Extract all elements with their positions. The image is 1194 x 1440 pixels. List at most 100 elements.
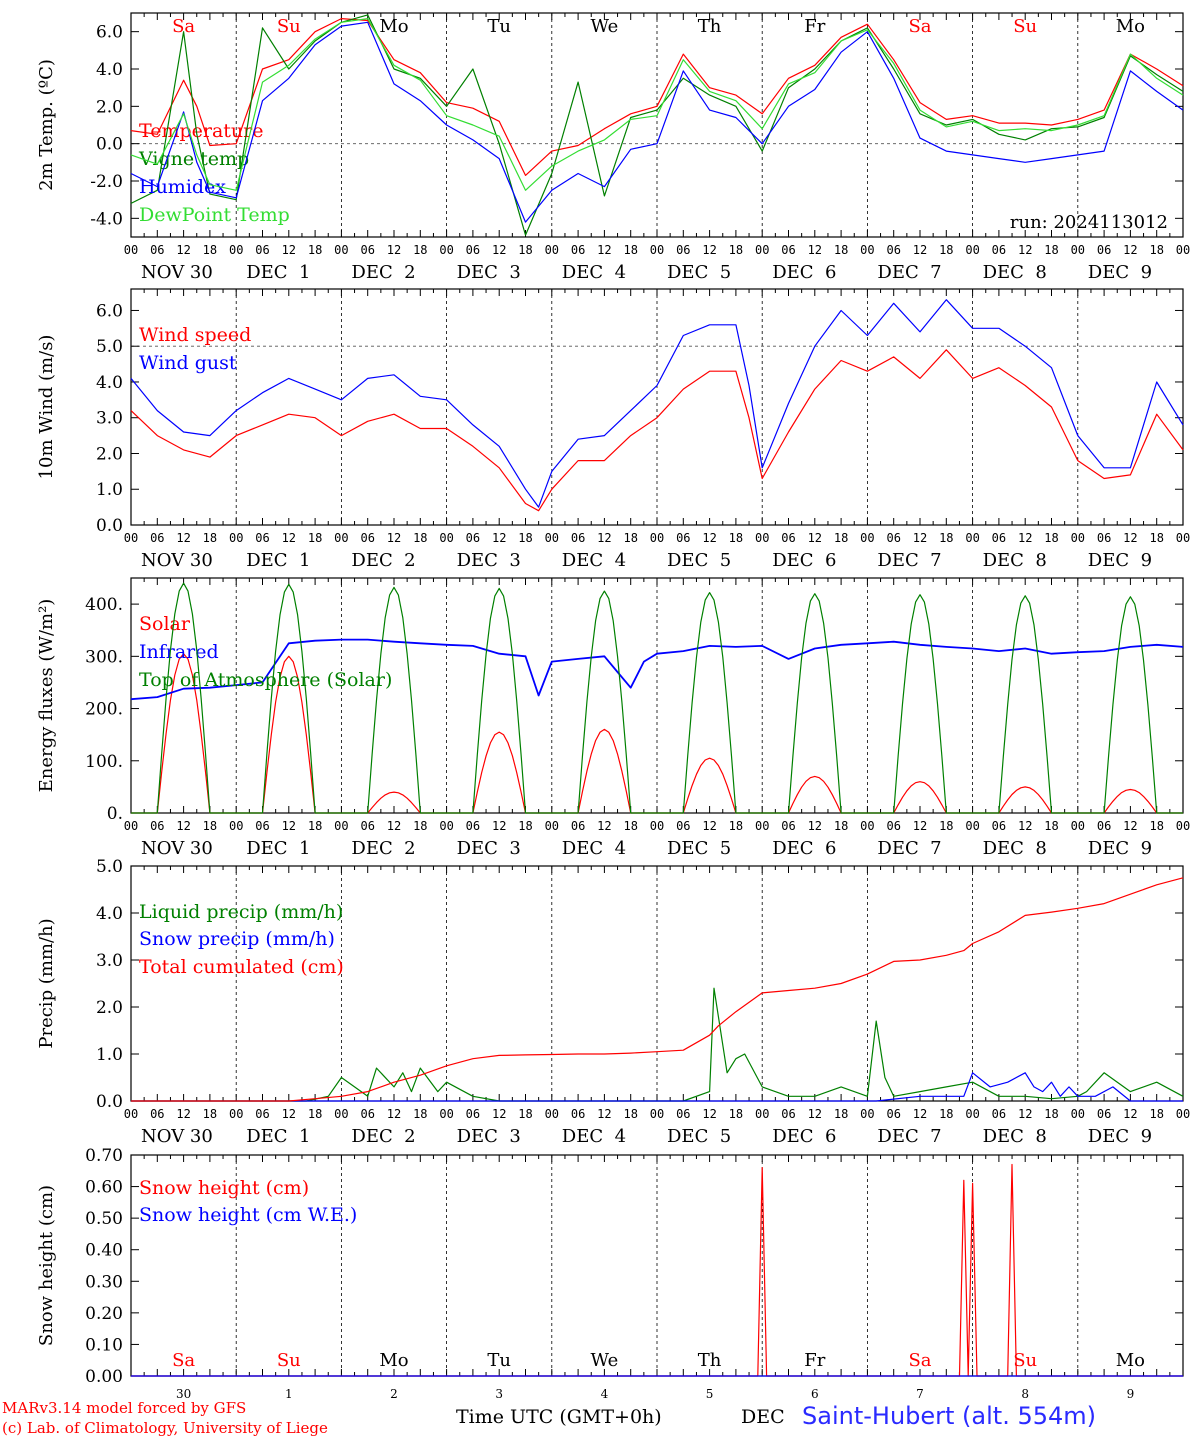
hour-tick-label: 12 [176,819,190,833]
hour-tick-label: 18 [518,819,532,833]
hour-tick-label: 00 [1176,531,1190,545]
hour-tick-label: 18 [834,243,848,257]
hour-tick-label: 00 [1176,1107,1190,1121]
hour-tick-label: 12 [913,531,927,545]
hour-tick-label: 06 [466,819,480,833]
hour-tick-label: 06 [255,243,269,257]
hour-tick-label: 12 [492,243,506,257]
day-name: Su [277,16,301,37]
hour-tick-label: 18 [518,243,532,257]
date-label: NOV 30 [141,838,213,859]
hour-tick-label: 06 [886,1107,900,1121]
day-name: Sa [172,1350,195,1371]
hour-tick-label: 06 [781,1107,795,1121]
date-label: DEC 2 [351,1126,415,1147]
hour-tick-label: 12 [1018,819,1032,833]
hour-tick-label: 06 [992,531,1006,545]
hour-tick-label: 12 [387,1107,401,1121]
hour-tick-label: 12 [282,1107,296,1121]
y-tick-label: 0.20 [85,1304,123,1324]
hour-tick-label: 06 [1097,1107,1111,1121]
hour-tick-label: 18 [413,1107,427,1121]
day-name: Sa [172,16,195,37]
hour-tick-label: 06 [466,1107,480,1121]
hour-tick-label: 18 [1149,1107,1163,1121]
day-name: Mo [379,1350,408,1371]
hour-tick-label: 00 [1071,531,1085,545]
legend-entry: Temperature [139,120,263,142]
y-tick-label: 0.30 [85,1272,123,1292]
legend-entry: Snow precip (mm/h) [139,928,335,950]
hour-tick-label: 12 [808,1107,822,1121]
y-tick-label: 0. [107,804,123,824]
date-label: DEC 7 [877,1126,941,1147]
hour-tick-label: 00 [1071,819,1085,833]
hour-tick-label: 18 [939,819,953,833]
hour-tick-label: 18 [939,531,953,545]
series-line-top-of-atmosphere-solar- [131,582,1183,814]
day-name: We [591,1350,619,1371]
date-label: DEC 5 [667,550,731,571]
legend-entry: Snow height (cm) [139,1177,309,1199]
y-tick-label: 1.0 [96,1045,123,1065]
date-label: DEC 4 [562,550,626,571]
day-name: We [591,16,619,37]
hour-tick-label: 06 [150,1107,164,1121]
date-label: DEC 9 [1088,838,1152,859]
hour-tick-label: 06 [1097,819,1111,833]
hour-tick-label: 18 [413,819,427,833]
hour-tick-label: 06 [1097,531,1111,545]
day-name: Su [1013,1350,1037,1371]
y-tick-label: 0.0 [96,135,123,155]
date-label: DEC 7 [877,550,941,571]
date-label: DEC 3 [457,838,521,859]
hour-tick-label: 12 [176,243,190,257]
hour-tick-label: 06 [255,531,269,545]
hour-tick-label: 18 [1149,243,1163,257]
series-line-humidex [130,21,1184,223]
hour-tick-label: 00 [755,531,769,545]
hour-tick-label: 00 [124,819,138,833]
hour-tick-label: 00 [439,819,453,833]
day-name: Su [277,1350,301,1371]
y-tick-label: 3.0 [96,951,123,971]
hour-tick-label: 06 [886,531,900,545]
hour-tick-label: 12 [808,243,822,257]
date-label: DEC 1 [246,1126,310,1147]
date-label: DEC 6 [772,1126,836,1147]
legend-entry: Humidex [139,176,226,198]
hour-tick-label: 12 [1123,243,1137,257]
hour-tick-label: 18 [308,243,322,257]
hour-tick-label: 00 [860,819,874,833]
hour-tick-label: 18 [413,531,427,545]
day-name: Sa [908,1350,931,1371]
hour-tick-label: 06 [571,819,585,833]
hour-tick-label: 00 [229,243,243,257]
month-axis-label: DEC [741,1406,785,1428]
hour-tick-label: 00 [860,531,874,545]
day-number-label: 9 [1127,1387,1135,1401]
hour-tick-label: 06 [781,243,795,257]
y-axis-label: Precip (mm/h) [36,918,57,1048]
hour-tick-label: 12 [387,243,401,257]
day-name: Mo [379,16,408,37]
y-tick-label: 200. [85,700,123,720]
hour-tick-label: 18 [1149,819,1163,833]
y-axis-label: Energy fluxes (W/m²) [36,599,57,793]
hour-tick-label: 06 [571,243,585,257]
day-name: Mo [1116,16,1145,37]
hour-tick-label: 06 [571,531,585,545]
date-label: DEC 1 [246,262,310,283]
hour-tick-label: 18 [1149,531,1163,545]
hour-tick-label: 00 [545,243,559,257]
date-label: NOV 30 [141,1126,213,1147]
hour-tick-label: 12 [282,819,296,833]
hour-tick-label: 18 [623,819,637,833]
y-tick-label: 2.0 [96,97,123,117]
y-tick-label: 0.0 [96,1092,123,1112]
day-name: Tu [487,1350,511,1371]
hour-tick-label: 18 [203,531,217,545]
legend-entry: Wind gust [139,352,237,374]
legend-entry: Total cumulated (cm) [139,956,344,978]
hour-tick-label: 18 [834,819,848,833]
